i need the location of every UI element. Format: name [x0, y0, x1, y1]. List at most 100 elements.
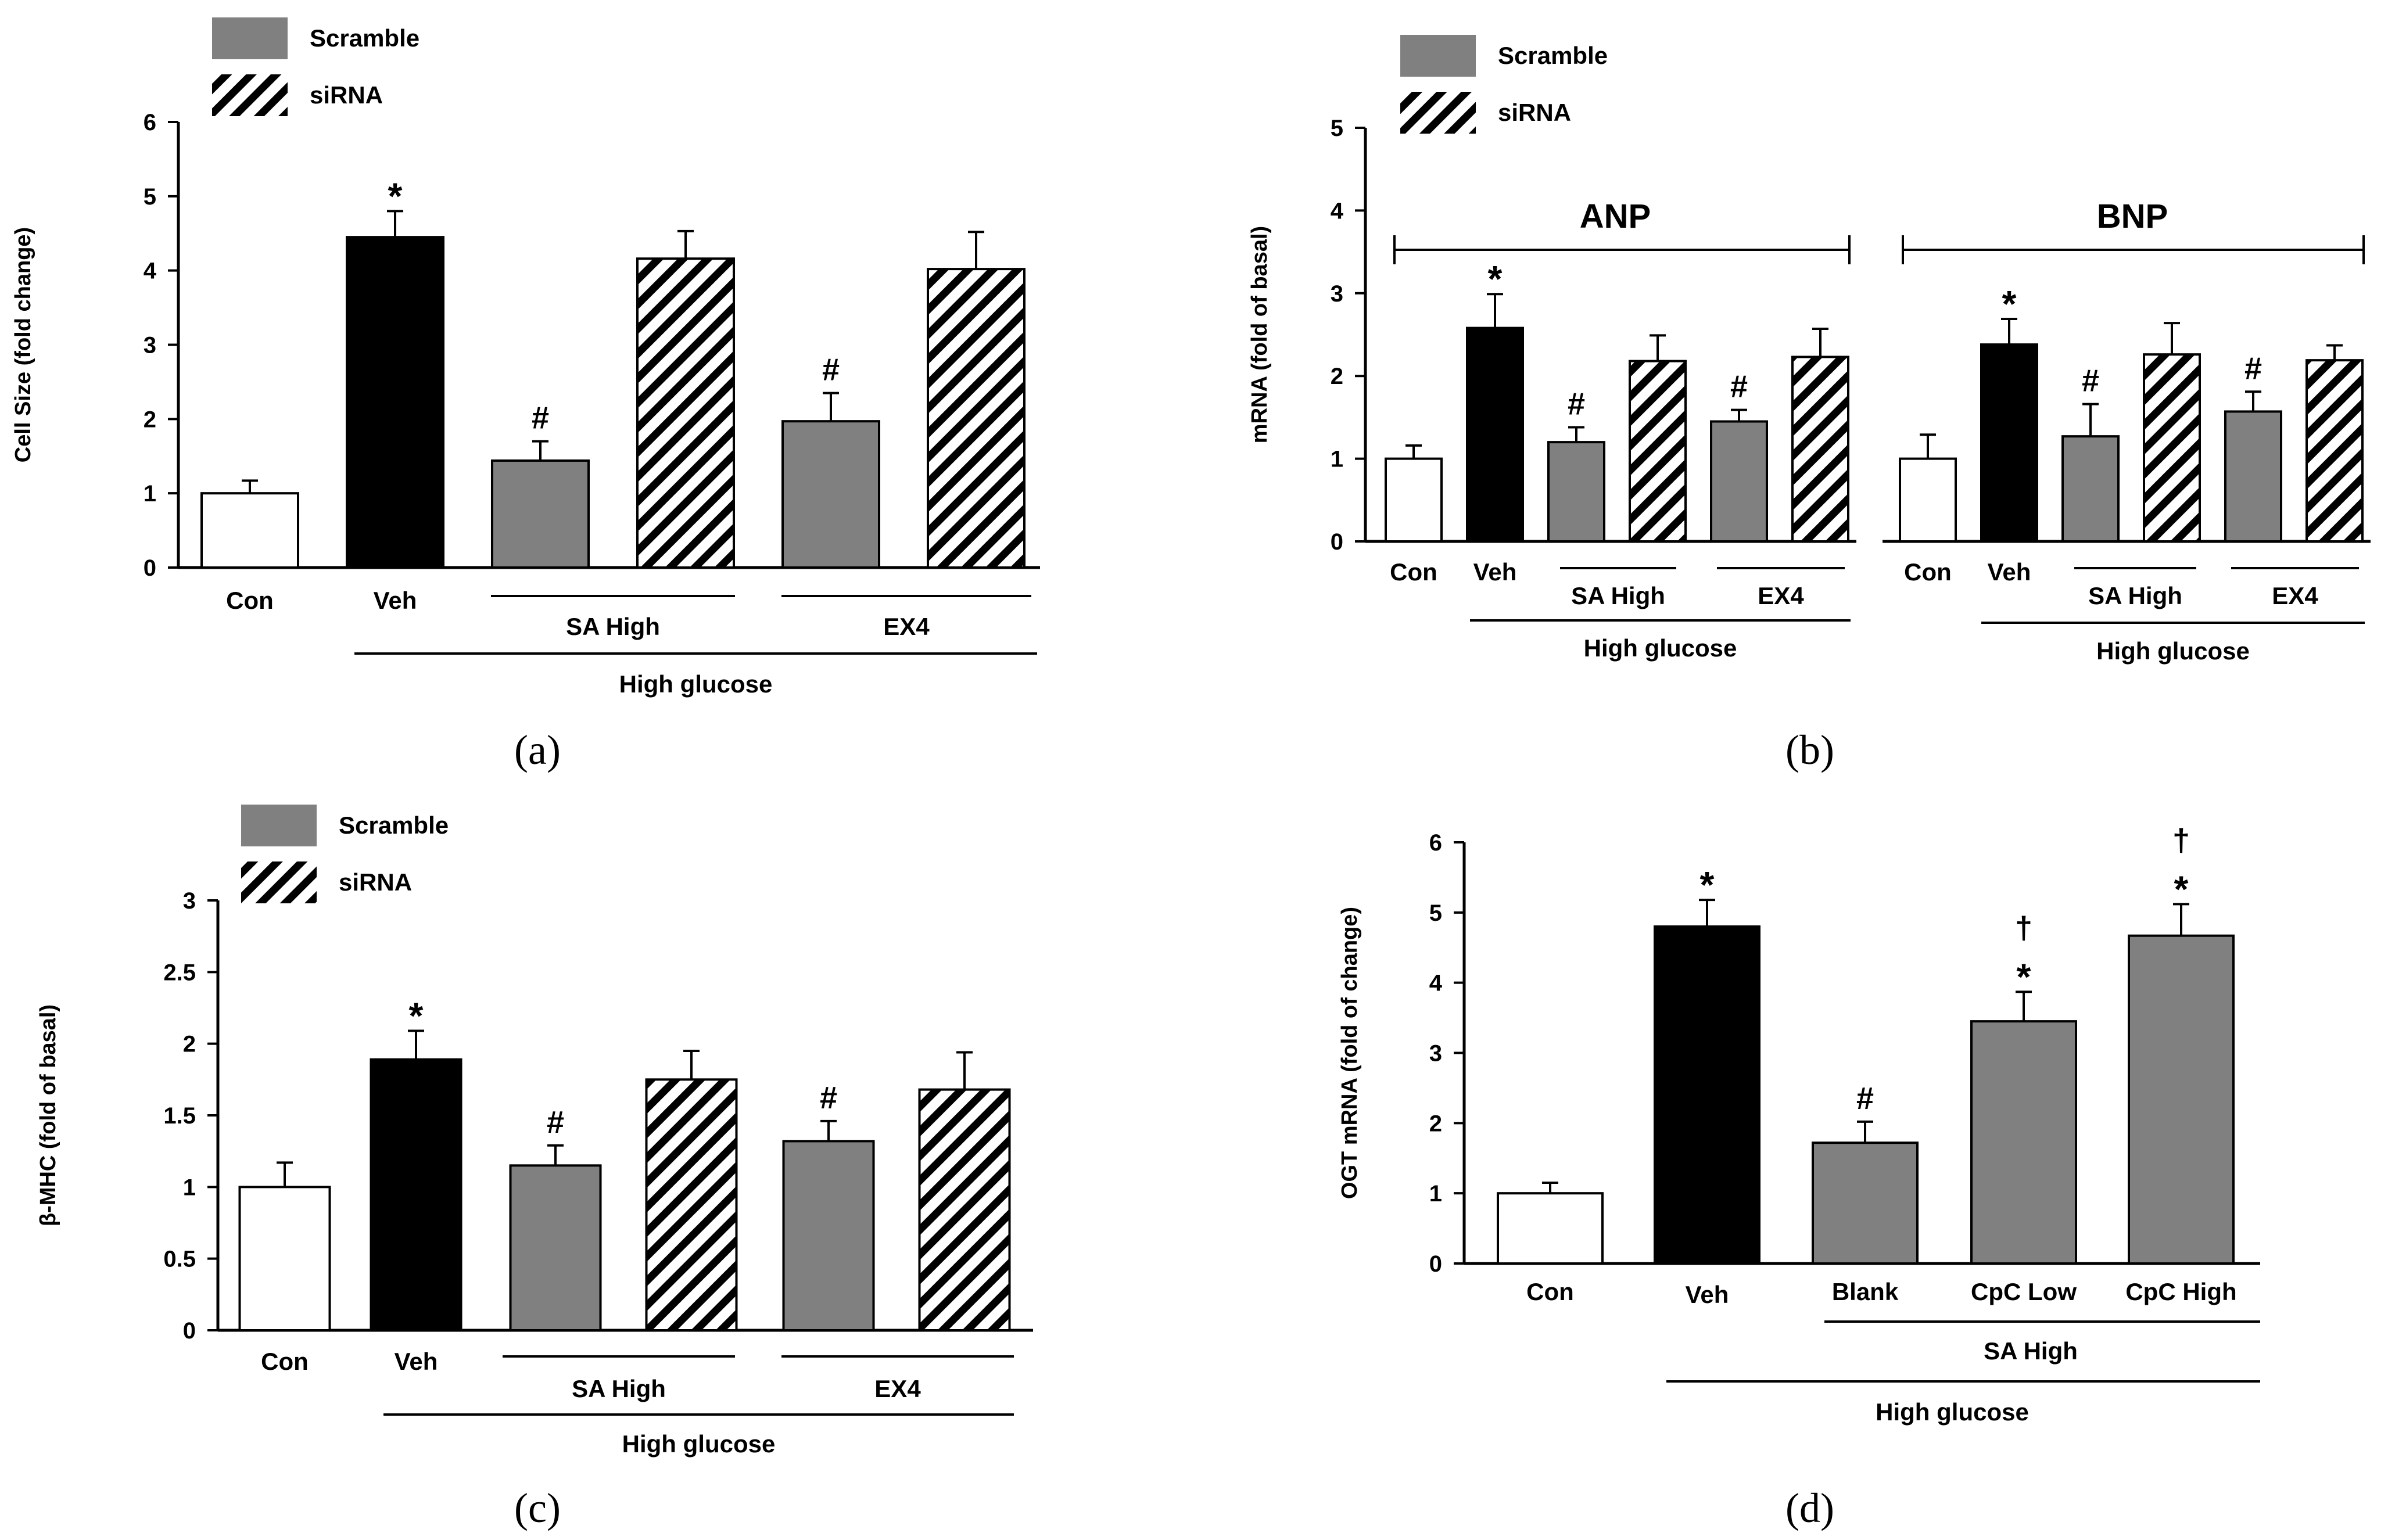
panel-b-bnp-bar — [1899, 457, 1957, 543]
panel-a-significance-star: * — [388, 175, 403, 217]
panel-b-bnp-significance-hash: # — [2082, 364, 2099, 399]
panel-c-y-tick-label: 0.5 — [163, 1247, 196, 1272]
panel-d-group-label: High glucose — [1876, 1398, 2029, 1426]
panel-d-x-label: CpC Low — [1971, 1278, 2077, 1305]
panel-b-bnp-bar — [2305, 359, 2364, 543]
panel-b-bnp-bar — [2224, 410, 2282, 543]
panel-b-label: (b) — [1785, 727, 1834, 773]
panel-d-x-label: Veh — [1686, 1281, 1729, 1308]
panel-b-anp-x-label-con: Con — [1390, 558, 1437, 586]
panel-d-label: (d) — [1785, 1485, 1834, 1531]
panel-b-anp-group-label: High glucose — [1584, 634, 1737, 662]
panel-d-x-label: Con — [1526, 1278, 1574, 1305]
panel-b-y-tick-label: 0 — [1331, 529, 1343, 555]
panel-a-subgroup-label: SA High — [566, 613, 660, 640]
panel-a-subgroup-label: EX4 — [883, 613, 930, 640]
panel-d-y-tick-label: 3 — [1429, 1041, 1442, 1067]
panel-d-subgroup-label: SA High — [1984, 1337, 2078, 1365]
panel-d-significance-star: * — [1700, 864, 1715, 906]
panel-c-bar — [918, 1088, 1011, 1331]
panel-b-anp-significance-hash: # — [1730, 369, 1748, 404]
panel-c-label: (c) — [514, 1485, 561, 1531]
panel-b-anp-bar — [1791, 356, 1849, 543]
panel-d-significance-hash: # — [1856, 1081, 1874, 1116]
panel-b-bnp-gene-title: BNP — [2097, 198, 2168, 235]
panel-b-y-tick-label: 5 — [1331, 116, 1343, 141]
panel-b-anp-bar — [1710, 420, 1768, 543]
panel-c-y-tick-label: 1.5 — [163, 1103, 196, 1129]
panel-c-significance-hash: # — [547, 1105, 564, 1140]
panel-c-bar — [238, 1186, 331, 1332]
panel-b-bnp-x-label-veh: Veh — [1988, 558, 2031, 586]
panel-a-y-tick-label: 5 — [144, 184, 156, 210]
panel-a-y-tick-label: 1 — [144, 481, 156, 507]
panel-b-bnp-significance-star: * — [2002, 283, 2017, 325]
panel-b-bnp-group-label: High glucose — [2096, 637, 2250, 665]
panel-d-bar — [1654, 925, 1760, 1265]
panel-b-anp-subgroup-label: SA High — [1571, 582, 1665, 609]
panel-a-y-tick-label: 4 — [144, 259, 157, 284]
panel-d-bar — [1812, 1141, 1919, 1265]
panel-a-y-tick-label: 0 — [144, 555, 156, 581]
panel-c-legend-scramble: Scramble — [339, 812, 449, 839]
panel-a-y-tick-label: 2 — [144, 407, 156, 432]
panel-a-bar — [346, 236, 444, 569]
panel-c-y-tick-label: 3 — [183, 888, 196, 914]
panel-c-significance-star: * — [409, 995, 424, 1036]
panel-b-bnp-bar — [2061, 435, 2120, 543]
panel-a-bar — [491, 459, 590, 569]
panel-b-y-tick-label: 1 — [1331, 447, 1343, 472]
panel-b-anp-gene-title: ANP — [1580, 198, 1651, 235]
panel-c-x-label-veh: Veh — [395, 1348, 438, 1375]
panel-a-bar — [781, 420, 880, 569]
panel-d-y-tick-label: 2 — [1429, 1111, 1442, 1136]
panel-d-y-tick-label: 0 — [1429, 1251, 1442, 1277]
panel-d-y-tick-label: 1 — [1429, 1181, 1442, 1207]
panel-a-bar — [927, 268, 1026, 569]
panel-a-bar — [636, 257, 735, 569]
panel-b-bnp-bar — [2143, 353, 2201, 543]
panel-a-x-label-veh: Veh — [374, 587, 417, 614]
panel-c-bar — [782, 1140, 875, 1332]
panel-c-significance-hash: # — [820, 1080, 837, 1115]
panel-c-bar — [645, 1078, 738, 1332]
panel-d-y-tick-label: 5 — [1429, 900, 1442, 926]
panel-d-y-tick-label: 4 — [1429, 971, 1443, 996]
panel-d-significance-dagger: † — [2172, 823, 2190, 857]
panel-b-y-tick-label: 4 — [1331, 198, 1344, 224]
panel-d-significance-star: * — [2174, 868, 2189, 910]
panel-a-label: (a) — [514, 727, 561, 773]
panel-b-bnp-bar — [1980, 343, 2038, 543]
panel-b-legend-scramble: Scramble — [1498, 42, 1608, 69]
panel-b-bnp-subgroup-label: EX4 — [2272, 582, 2318, 609]
panel-d-y-tick-label: 6 — [1429, 830, 1442, 856]
panel-b-legend-swatch-scramble — [1400, 35, 1476, 77]
panel-c-subgroup-label: SA High — [572, 1375, 666, 1402]
panel-a-group-label: High glucose — [619, 670, 773, 698]
panel-b-y-tick-label: 2 — [1331, 364, 1343, 389]
panel-a-legend-scramble: Scramble — [310, 24, 419, 52]
panel-c-x-label-con: Con — [261, 1348, 309, 1375]
panel-a-bar — [200, 492, 299, 569]
panel-b-bnp-subgroup-label: SA High — [2088, 582, 2182, 609]
panel-d-x-label: CpC High — [2125, 1278, 2236, 1305]
panel-c-y-tick-label: 1 — [183, 1175, 196, 1200]
panel-a-significance-hash: # — [822, 353, 840, 387]
panel-d-y-axis-label: OGT mRNA (fold of change) — [1338, 907, 1362, 1199]
panel-c-y-axis-label: β-MHC (fold of basal) — [36, 1004, 60, 1226]
panel-b-legend-sirna: siRNA — [1498, 99, 1571, 126]
panel-b-anp-bar — [1466, 326, 1524, 543]
panel-c-bar — [370, 1058, 462, 1332]
panel-d-significance-dagger: † — [2015, 910, 2032, 945]
panel-c-y-tick-label: 2.5 — [163, 960, 196, 985]
panel-b-anp-bar — [1385, 457, 1443, 543]
panel-a-y-tick-label: 6 — [144, 110, 156, 135]
panel-b-anp-bar — [1629, 360, 1687, 543]
panel-b-anp-x-label-veh: Veh — [1473, 558, 1517, 586]
panel-d-bar — [2128, 934, 2235, 1265]
panel-d-bar — [1970, 1020, 2077, 1265]
panel-a-x-label-con: Con — [226, 587, 274, 614]
panel-b-anp-significance-hash: # — [1568, 386, 1585, 421]
panel-c-y-tick-label: 0 — [183, 1318, 196, 1344]
